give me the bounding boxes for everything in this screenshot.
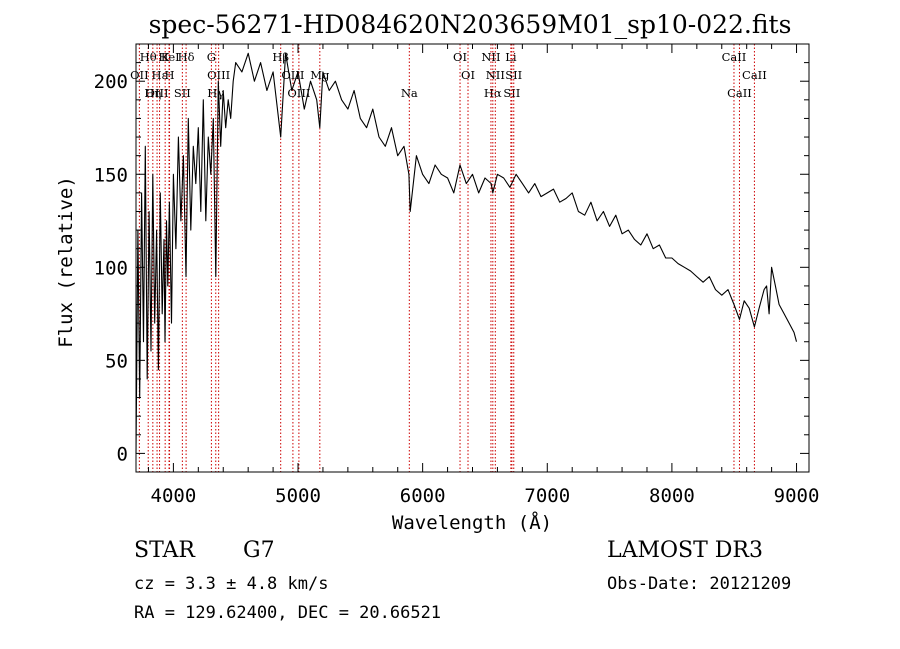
y-tick-label: 200	[94, 71, 128, 93]
line-marker-label: NII	[486, 68, 505, 82]
line-marker-label: Li	[505, 50, 517, 64]
line-marker-label: OIII	[207, 68, 230, 82]
x-tick-label: 5000	[275, 485, 321, 507]
y-tick-label: 0	[117, 443, 128, 465]
spectral-subclass: G7	[243, 538, 275, 563]
y-tick-label: 150	[94, 164, 128, 186]
x-tick-label: 4000	[151, 485, 197, 507]
y-tick-label: 50	[105, 350, 128, 372]
line-marker-label: OI	[461, 68, 475, 82]
y-axis-label: Flux (relative)	[55, 176, 77, 348]
line-marker-label: OIII	[287, 86, 310, 100]
line-marker-label: OIII	[146, 86, 169, 100]
survey-name: LAMOST DR3	[607, 538, 763, 563]
line-marker-label: NII	[481, 50, 500, 64]
line-marker-label: H	[165, 68, 175, 82]
line-marker-label: G	[207, 50, 216, 64]
tick-layer: 4000 5000 6000 7000 8000 9000 0 50 100 150 200	[94, 43, 820, 507]
line-marker-label: HeI	[158, 50, 179, 64]
observation-date: Obs-Date: 20121209	[607, 574, 792, 594]
line-marker-label: CaII	[727, 86, 752, 100]
y-tick-label: 100	[94, 257, 128, 279]
line-marker-label: Na	[401, 86, 418, 100]
line-marker-label: Hη	[144, 86, 161, 100]
line-marker-label: SII	[505, 68, 522, 82]
redshift-velocity: cz = 3.3 ± 4.8 km/s	[134, 574, 329, 594]
line-marker-label: Hε	[152, 68, 168, 82]
line-marker-layer: HθOIIOIIIKHεHηHeIHSIIHδOIIIHγGOIIIOIIIHβ…	[130, 44, 767, 472]
line-marker-label: SII	[503, 86, 520, 100]
series-layer	[135, 52, 798, 454]
line-marker-label: SII	[174, 86, 191, 100]
coordinates: RA = 129.62400, DEC = 20.66521	[134, 603, 442, 623]
line-marker-label: Hα	[484, 86, 502, 100]
line-marker-label: K	[161, 50, 170, 64]
line-marker-label: CaII	[722, 50, 747, 64]
chart-title: spec-56271-HD084620N203659M01_sp10-022.f…	[149, 10, 792, 39]
line-marker-label: OI	[453, 50, 467, 64]
line-marker-label: CaII	[742, 68, 767, 82]
series-line-flux	[135, 52, 798, 454]
x-tick-label: 9000	[774, 485, 820, 507]
line-marker-label: Mg	[310, 68, 330, 82]
line-marker-label: Hγ	[207, 86, 224, 100]
line-marker-label: Hθ	[140, 50, 157, 64]
line-marker-label: OII	[130, 68, 149, 82]
x-tick-label: 6000	[400, 485, 446, 507]
x-axis-label: Wavelength (Å)	[392, 511, 552, 534]
x-tick-label: 7000	[524, 485, 570, 507]
x-tick-label: 8000	[649, 485, 695, 507]
object-type: STAR	[134, 538, 195, 563]
line-marker-label: Hδ	[178, 50, 195, 64]
plot-frame	[135, 43, 810, 473]
